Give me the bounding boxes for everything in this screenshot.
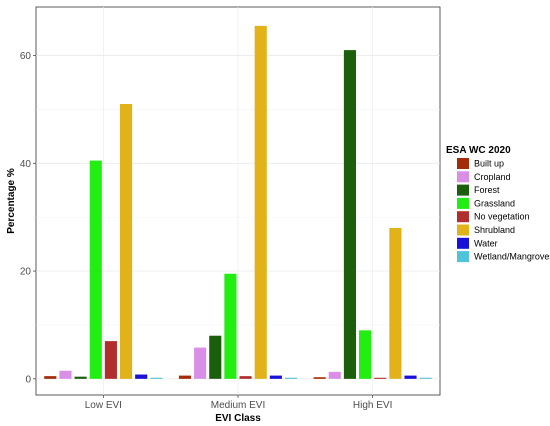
gridlines [36,7,440,395]
legend-label: Shrubland [474,225,515,235]
bar [224,273,237,379]
legend-swatch [457,197,469,209]
bar [74,376,87,379]
legend-label: Grassland [474,198,515,208]
bar [343,50,357,379]
legend-swatch [457,184,469,196]
legend-label: No vegetation [474,212,530,222]
x-tick-label: Medium EVI [211,400,265,411]
x-axis-title: EVI Class [215,413,261,424]
legend-label: Forest [474,185,500,195]
bar [404,375,417,379]
legend-swatch [457,251,469,263]
y-axis: 0 20 40 60 [20,51,36,385]
bar [44,376,57,379]
legend-swatch [457,224,469,236]
legend-swatch [457,211,469,223]
legend-label: Cropland [474,172,511,182]
bars [44,25,432,379]
bar [104,341,117,379]
bar [284,377,298,379]
x-tick-label: High EVI [353,400,392,411]
legend-label: Built up [474,159,504,169]
legend-swatch [457,171,469,183]
bar [389,227,402,379]
bar [359,330,372,379]
legend-title: ESA WC 2020 [446,145,511,156]
legend: ESA WC 2020 Built up Cropland Forest Grassl… [446,145,550,263]
y-tick-label: 0 [25,374,31,385]
bar [150,377,163,379]
bar [269,375,282,379]
x-axis: Low EVI Medium EVI High EVI [85,395,392,411]
bar [419,377,432,379]
bar [194,347,207,379]
bar [89,160,102,379]
bar [178,375,192,379]
bar [119,104,133,379]
y-tick-label: 40 [20,159,32,170]
legend-swatch [457,237,469,249]
bar [328,371,341,379]
bar [313,377,326,379]
bar [239,376,252,379]
y-axis-title: Percentage % [6,168,17,234]
bar [209,335,222,379]
y-tick-label: 60 [20,51,32,62]
bar [254,25,267,379]
y-tick-label: 20 [20,267,32,278]
legend-label: Wetland/Mangroves [474,252,550,262]
x-tick-label: Low EVI [85,400,122,411]
bar [135,374,148,379]
legend-label: Water [474,238,498,248]
legend-swatch [457,158,469,169]
bar [374,377,387,379]
bar [59,370,72,379]
